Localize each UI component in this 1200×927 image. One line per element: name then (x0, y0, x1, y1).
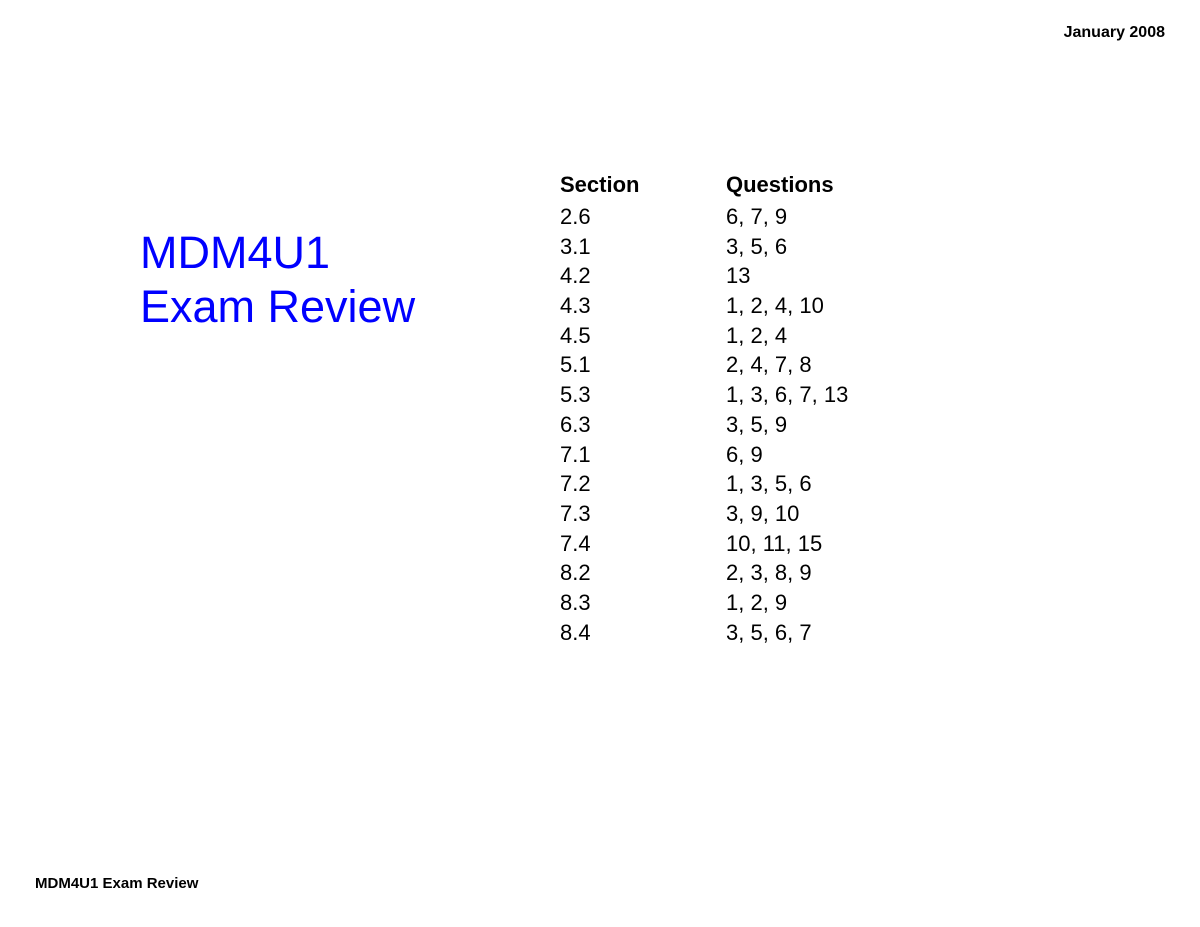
cell-section: 4.5 (560, 321, 726, 351)
title-line-1: MDM4U1 (140, 226, 415, 280)
cell-section: 5.3 (560, 380, 726, 410)
col-header-section: Section (560, 172, 726, 202)
review-table: Section Questions 2.6 6, 7, 9 3.1 3, 5, … (560, 172, 946, 647)
cell-questions: 1, 3, 5, 6 (726, 469, 946, 499)
cell-section: 7.3 (560, 499, 726, 529)
table-row: 8.3 1, 2, 9 (560, 588, 946, 618)
cell-section: 8.4 (560, 618, 726, 648)
cell-section: 8.3 (560, 588, 726, 618)
cell-questions: 6, 9 (726, 440, 946, 470)
date-header: January 2008 (1064, 24, 1165, 42)
cell-questions: 2, 3, 8, 9 (726, 558, 946, 588)
table-row: 5.3 1, 3, 6, 7, 13 (560, 380, 946, 410)
table-row: 8.2 2, 3, 8, 9 (560, 558, 946, 588)
cell-section: 3.1 (560, 232, 726, 262)
page-title: MDM4U1 Exam Review (140, 226, 415, 334)
review-table-container: Section Questions 2.6 6, 7, 9 3.1 3, 5, … (560, 172, 946, 647)
footer-text: MDM4U1 Exam Review (35, 875, 198, 892)
cell-questions: 1, 3, 6, 7, 13 (726, 380, 946, 410)
table-row: 7.1 6, 9 (560, 440, 946, 470)
cell-questions: 1, 2, 4 (726, 321, 946, 351)
cell-section: 7.4 (560, 529, 726, 559)
cell-questions: 3, 5, 6 (726, 232, 946, 262)
cell-questions: 13 (726, 261, 946, 291)
table-row: 4.3 1, 2, 4, 10 (560, 291, 946, 321)
cell-section: 7.1 (560, 440, 726, 470)
cell-questions: 10, 11, 15 (726, 529, 946, 559)
table-row: 3.1 3, 5, 6 (560, 232, 946, 262)
cell-section: 7.2 (560, 469, 726, 499)
table-row: 7.2 1, 3, 5, 6 (560, 469, 946, 499)
cell-section: 8.2 (560, 558, 726, 588)
table-row: 5.1 2, 4, 7, 8 (560, 350, 946, 380)
cell-section: 4.2 (560, 261, 726, 291)
cell-questions: 1, 2, 4, 10 (726, 291, 946, 321)
cell-section: 4.3 (560, 291, 726, 321)
cell-section: 2.6 (560, 202, 726, 232)
table-row: 2.6 6, 7, 9 (560, 202, 946, 232)
table-row: 7.4 10, 11, 15 (560, 529, 946, 559)
table-row: 8.4 3, 5, 6, 7 (560, 618, 946, 648)
table-row: 6.3 3, 5, 9 (560, 410, 946, 440)
col-header-questions: Questions (726, 172, 946, 202)
cell-questions: 1, 2, 9 (726, 588, 946, 618)
table-row: 4.2 13 (560, 261, 946, 291)
title-line-2: Exam Review (140, 280, 415, 334)
cell-section: 6.3 (560, 410, 726, 440)
table-header-row: Section Questions (560, 172, 946, 202)
table-row: 7.3 3, 9, 10 (560, 499, 946, 529)
cell-questions: 6, 7, 9 (726, 202, 946, 232)
table-row: 4.5 1, 2, 4 (560, 321, 946, 351)
cell-questions: 3, 5, 6, 7 (726, 618, 946, 648)
cell-questions: 3, 9, 10 (726, 499, 946, 529)
cell-section: 5.1 (560, 350, 726, 380)
cell-questions: 2, 4, 7, 8 (726, 350, 946, 380)
table-body: 2.6 6, 7, 9 3.1 3, 5, 6 4.2 13 4.3 1, 2,… (560, 202, 946, 647)
cell-questions: 3, 5, 9 (726, 410, 946, 440)
